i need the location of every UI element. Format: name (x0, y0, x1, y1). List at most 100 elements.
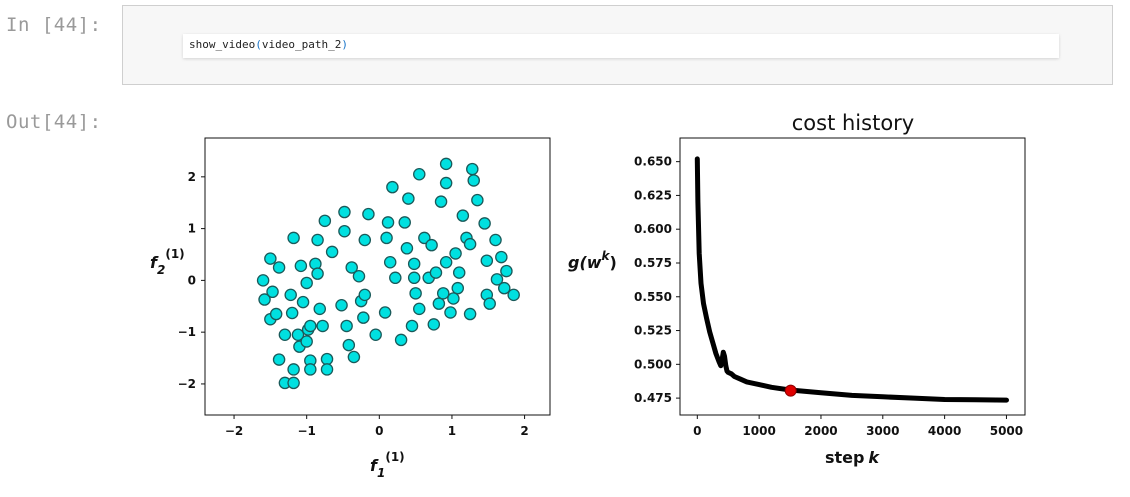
scatter-point (362, 207, 375, 221)
current-step-marker (784, 384, 797, 397)
scatter-point (447, 292, 460, 305)
scatter-y-ticks: −2 −1 0 1 2 (178, 170, 205, 391)
scatter-point (413, 167, 426, 181)
code-cell[interactable]: show_video(video_path_2) (122, 5, 1113, 85)
y-tick-label: 0.500 (634, 357, 672, 371)
scatter-point (418, 231, 431, 245)
code-function: show_video (189, 38, 256, 51)
scatter-point (407, 271, 421, 285)
scatter-point (497, 281, 511, 295)
code-argument: video_path_2 (261, 38, 342, 51)
y-tick-label: 0.550 (634, 290, 672, 304)
scatter-point (439, 157, 453, 171)
scatter-point (266, 285, 279, 299)
scatter-point (451, 281, 465, 295)
scatter-point (272, 353, 286, 366)
scatter-point (427, 318, 441, 331)
scatter-point (352, 269, 366, 283)
scatter-point (463, 237, 477, 251)
scatter-point (256, 274, 270, 287)
scatter-point (383, 256, 397, 269)
scatter-point (342, 338, 356, 352)
scatter-point (449, 247, 462, 260)
scatter-point (380, 231, 393, 245)
scatter-point (272, 261, 286, 274)
scatter-point (311, 267, 324, 280)
x-tick-label: 1000 (742, 424, 775, 438)
scatter-point (400, 242, 414, 255)
y-tick-label: 0.600 (634, 222, 672, 236)
cost-x-label: step k (825, 448, 880, 467)
scatter-point (347, 350, 361, 364)
scatter-point (300, 276, 313, 290)
scatter-point (358, 233, 372, 247)
x-tick-label: −2 (225, 424, 243, 438)
scatter-point (340, 319, 353, 333)
cost-history-title: cost history (792, 111, 914, 135)
scatter-point (338, 205, 351, 219)
x-tick-label: −1 (297, 424, 315, 438)
scatter-point (294, 259, 308, 273)
y-tick-label: 1 (188, 222, 196, 236)
scatter-point (394, 333, 408, 347)
scatter-points (256, 157, 520, 390)
scatter-point (287, 363, 300, 376)
x-tick-label: 2 (520, 424, 528, 438)
cost-x-ticks: 0 1000 2000 3000 4000 5000 (693, 415, 1023, 438)
scatter-point (296, 295, 310, 309)
input-prompt: In [44]: (6, 14, 102, 36)
scatter-point (285, 306, 299, 320)
scatter-point (389, 271, 402, 285)
x-tick-label: 4000 (928, 424, 961, 438)
scatter-point (386, 180, 399, 194)
code-editor[interactable]: show_video(video_path_2) (183, 34, 1059, 58)
y-tick-label: 0.475 (634, 391, 672, 405)
scatter-point (489, 233, 502, 247)
y-tick-label: 0.650 (634, 155, 672, 169)
scatter-point (325, 245, 339, 259)
y-tick-label: 0.525 (634, 324, 672, 338)
y-tick-label: −2 (178, 377, 196, 391)
scatter-point (407, 257, 421, 271)
scatter-point (381, 216, 395, 229)
x-tick-label: 0 (375, 424, 383, 438)
scatter-point (405, 319, 419, 333)
scatter-point (436, 287, 450, 300)
scatter-point (432, 297, 446, 310)
scatter-point (338, 224, 351, 238)
scatter-point (456, 209, 470, 222)
cost-history-axes-frame (679, 137, 1026, 416)
scatter-point (304, 363, 317, 376)
output-prompt: Out[44]: (6, 111, 102, 133)
scatter-point (500, 264, 513, 278)
y-tick-label: 0.625 (634, 188, 672, 202)
scatter-point (402, 192, 415, 205)
scatter-point (287, 376, 300, 390)
cost-y-ticks: 0.475 0.500 0.525 0.550 0.575 0.600 0.625 0.650 (634, 155, 680, 405)
scatter-point (357, 311, 370, 324)
scatter-point (258, 293, 271, 306)
scatter-point (264, 252, 277, 265)
y-tick-label: −1 (178, 325, 196, 339)
scatter-point (291, 328, 305, 341)
scatter-point (425, 238, 438, 252)
scatter-point (300, 335, 313, 348)
scatter-point (320, 363, 334, 376)
scatter-point (452, 266, 466, 279)
scatter-point (467, 174, 480, 187)
scatter-point (316, 319, 329, 333)
scatter-point (478, 217, 491, 230)
cost-history-line (694, 156, 1009, 403)
scatter-y-label: f2(1) (150, 247, 185, 277)
scatter-plot: −2 −1 0 1 2 −2 −1 0 1 2 f1(1) f2(1) (150, 137, 551, 480)
scatter-point (507, 288, 520, 302)
scatter-point (311, 233, 324, 247)
code-close-paren: ) (341, 38, 348, 51)
scatter-point (466, 162, 479, 176)
scatter-point (413, 302, 426, 316)
x-tick-label: 0 (693, 424, 701, 438)
scatter-point (429, 266, 443, 279)
scatter-point (398, 216, 411, 229)
scatter-point (409, 287, 422, 300)
